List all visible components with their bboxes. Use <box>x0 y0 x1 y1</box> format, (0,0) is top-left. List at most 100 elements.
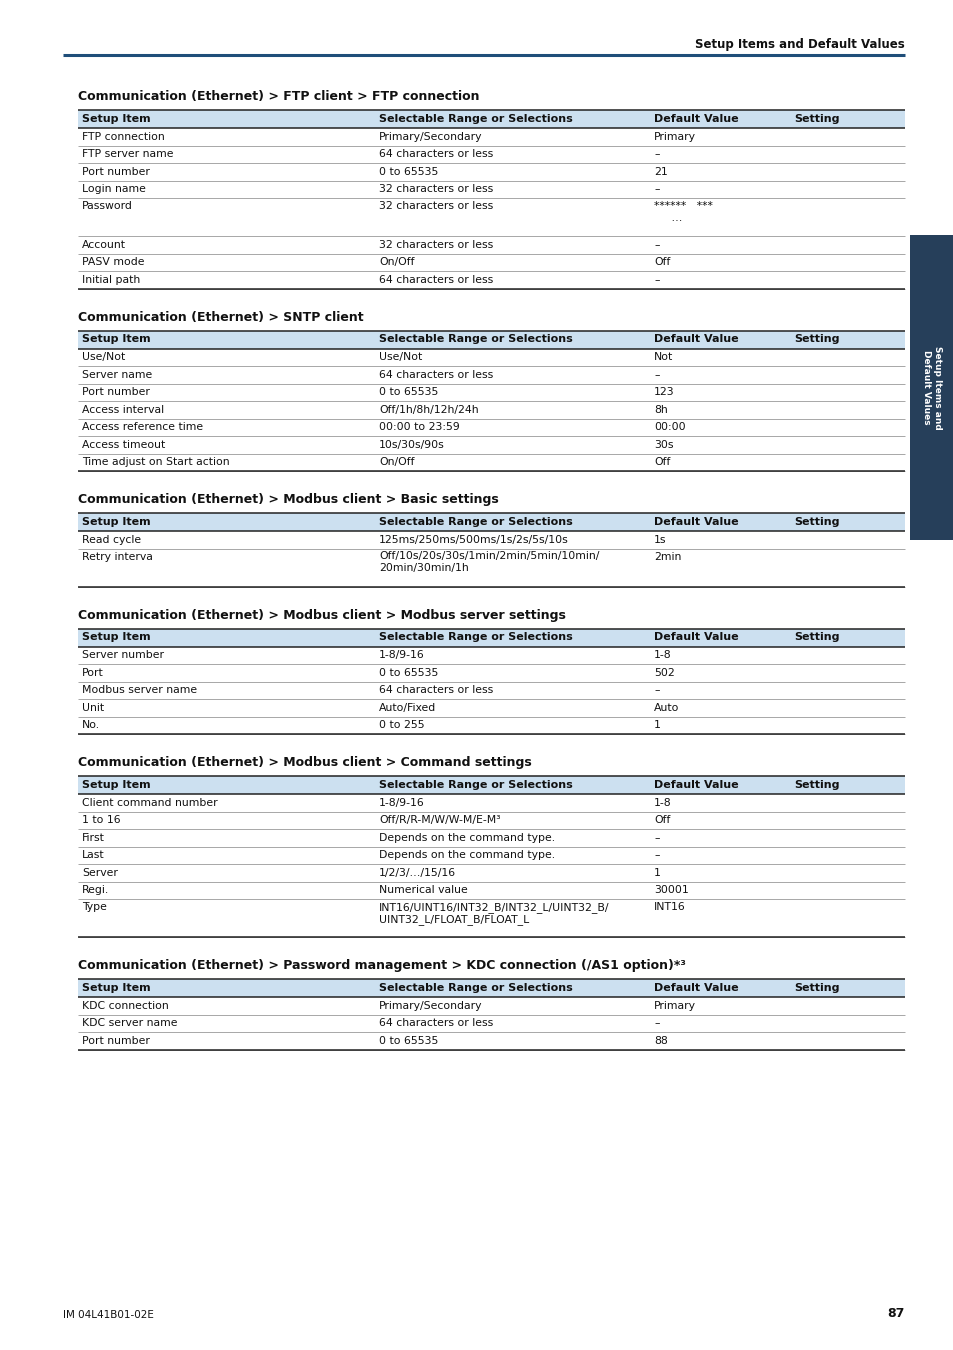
Text: Access reference time: Access reference time <box>82 423 203 432</box>
Text: 1 to 16: 1 to 16 <box>82 815 120 825</box>
Text: Communication (Ethernet) > Password management > KDC connection (/AS1 option)*³: Communication (Ethernet) > Password mana… <box>78 958 685 972</box>
Text: 00:00: 00:00 <box>654 423 685 432</box>
Text: 64 characters or less: 64 characters or less <box>378 1018 493 1029</box>
Text: Read cycle: Read cycle <box>82 535 141 545</box>
Text: 0 to 65535: 0 to 65535 <box>378 668 438 678</box>
Text: –: – <box>654 1018 659 1029</box>
Text: Time adjust on Start action: Time adjust on Start action <box>82 458 230 467</box>
Text: 64 characters or less: 64 characters or less <box>378 370 493 379</box>
Text: –: – <box>654 275 659 285</box>
Text: 88: 88 <box>654 1035 667 1046</box>
Text: Depends on the command type.: Depends on the command type. <box>378 833 555 842</box>
Text: PASV mode: PASV mode <box>82 258 144 267</box>
Text: Depends on the command type.: Depends on the command type. <box>378 850 555 860</box>
Text: Communication (Ethernet) > Modbus client > Command settings: Communication (Ethernet) > Modbus client… <box>78 756 531 770</box>
Text: Setting: Setting <box>793 983 839 994</box>
Text: Communication (Ethernet) > FTP client > FTP connection: Communication (Ethernet) > FTP client > … <box>78 90 479 103</box>
Text: Selectable Range or Selections: Selectable Range or Selections <box>378 335 572 344</box>
Text: Communication (Ethernet) > Modbus client > Basic settings: Communication (Ethernet) > Modbus client… <box>78 493 498 506</box>
Text: –: – <box>654 833 659 842</box>
Text: No.: No. <box>82 721 100 730</box>
Text: Off/1h/8h/12h/24h: Off/1h/8h/12h/24h <box>378 405 478 414</box>
Text: Auto/Fixed: Auto/Fixed <box>378 703 436 713</box>
Text: Default Value: Default Value <box>654 633 738 643</box>
Bar <box>78 109 904 128</box>
Text: 30001: 30001 <box>654 886 688 895</box>
Text: 1-8: 1-8 <box>654 651 671 660</box>
Text: Setup Item: Setup Item <box>82 780 151 790</box>
Text: Default Value: Default Value <box>654 983 738 994</box>
Text: FTP server name: FTP server name <box>82 150 173 159</box>
Text: Selectable Range or Selections: Selectable Range or Selections <box>378 983 572 994</box>
Text: Access interval: Access interval <box>82 405 164 414</box>
Text: 1s: 1s <box>654 535 666 545</box>
Text: –: – <box>654 240 659 250</box>
Text: Off: Off <box>654 258 670 267</box>
Text: –: – <box>654 184 659 194</box>
Text: INT16/UINT16/INT32_B/INT32_L/UINT32_B/
UINT32_L/FLOAT_B/FLOAT_L: INT16/UINT16/INT32_B/INT32_L/UINT32_B/ U… <box>378 902 609 925</box>
Text: Default Value: Default Value <box>654 780 738 790</box>
Text: KDC connection: KDC connection <box>82 1000 169 1011</box>
Text: Use/Not: Use/Not <box>82 352 125 362</box>
Text: Default Value: Default Value <box>654 335 738 344</box>
Text: Setup Item: Setup Item <box>82 983 151 994</box>
Text: 1-8/9-16: 1-8/9-16 <box>378 798 424 807</box>
Text: On/Off: On/Off <box>378 458 414 467</box>
Text: 8h: 8h <box>654 405 667 414</box>
Text: Primary/Secondary: Primary/Secondary <box>378 1000 482 1011</box>
Bar <box>78 629 904 647</box>
Text: Server name: Server name <box>82 370 152 379</box>
Text: Setting: Setting <box>793 113 839 124</box>
Text: 30s: 30s <box>654 440 673 450</box>
Text: 1: 1 <box>654 721 660 730</box>
Text: Selectable Range or Selections: Selectable Range or Selections <box>378 517 572 526</box>
Text: 87: 87 <box>886 1307 904 1320</box>
Text: Numerical value: Numerical value <box>378 886 467 895</box>
Text: 0 to 65535: 0 to 65535 <box>378 1035 438 1046</box>
Bar <box>78 979 904 998</box>
Text: 64 characters or less: 64 characters or less <box>378 150 493 159</box>
Text: Default Value: Default Value <box>654 113 738 124</box>
Text: Account: Account <box>82 240 126 250</box>
Bar <box>909 235 953 540</box>
Text: Type: Type <box>82 902 107 913</box>
Text: Access timeout: Access timeout <box>82 440 165 450</box>
Text: 0 to 65535: 0 to 65535 <box>378 167 438 177</box>
Text: Selectable Range or Selections: Selectable Range or Selections <box>378 113 572 124</box>
Text: Auto: Auto <box>654 703 679 713</box>
Text: Unit: Unit <box>82 703 104 713</box>
Text: INT16: INT16 <box>654 902 685 913</box>
Text: 32 characters or less: 32 characters or less <box>378 201 493 211</box>
Text: Setup Item: Setup Item <box>82 633 151 643</box>
Text: 64 characters or less: 64 characters or less <box>378 275 493 285</box>
Text: 1/2/3/…/15/16: 1/2/3/…/15/16 <box>378 868 456 878</box>
Text: Communication (Ethernet) > SNTP client: Communication (Ethernet) > SNTP client <box>78 310 363 324</box>
Text: Password: Password <box>82 201 132 211</box>
Text: ******   ***
     …: ****** *** … <box>654 201 712 223</box>
Text: Modbus server name: Modbus server name <box>82 686 197 695</box>
Text: –: – <box>654 850 659 860</box>
Text: 00:00 to 23:59: 00:00 to 23:59 <box>378 423 459 432</box>
Text: FTP connection: FTP connection <box>82 132 165 142</box>
Text: Port number: Port number <box>82 387 150 397</box>
Text: Off: Off <box>654 815 670 825</box>
Text: Setting: Setting <box>793 633 839 643</box>
Text: KDC server name: KDC server name <box>82 1018 177 1029</box>
Text: Setting: Setting <box>793 780 839 790</box>
Text: Not: Not <box>654 352 673 362</box>
Text: 21: 21 <box>654 167 667 177</box>
Text: Port number: Port number <box>82 167 150 177</box>
Text: Primary/Secondary: Primary/Secondary <box>378 132 482 142</box>
Text: –: – <box>654 686 659 695</box>
Text: 0 to 65535: 0 to 65535 <box>378 387 438 397</box>
Text: Default Value: Default Value <box>654 517 738 526</box>
Text: Setup Item: Setup Item <box>82 113 151 124</box>
Text: Off/R/R-M/W/W-M/E-M³: Off/R/R-M/W/W-M/E-M³ <box>378 815 500 825</box>
Text: Client command number: Client command number <box>82 798 217 807</box>
Text: Setting: Setting <box>793 335 839 344</box>
Text: 1-8: 1-8 <box>654 798 671 807</box>
Text: Port number: Port number <box>82 1035 150 1046</box>
Text: Primary: Primary <box>654 132 696 142</box>
Text: Setup Items and
Default Values: Setup Items and Default Values <box>922 346 941 429</box>
Text: 64 characters or less: 64 characters or less <box>378 686 493 695</box>
